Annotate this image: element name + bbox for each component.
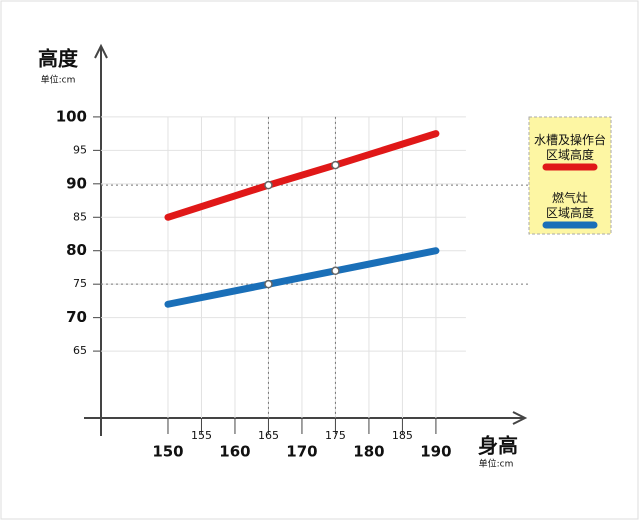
y-tick-label: 75 <box>73 277 87 290</box>
legend-label: 燃气灶区域高度 <box>546 190 594 220</box>
x-arrow <box>512 411 528 425</box>
y-unit: 单位:cm <box>41 74 76 86</box>
x-tick-label: 175 <box>325 429 346 442</box>
x-tick-label: 185 <box>392 429 413 442</box>
y-tick-label: 90 <box>66 174 87 192</box>
y-arrow <box>94 43 108 59</box>
x-tick-label: 160 <box>219 443 250 461</box>
line <box>164 247 440 308</box>
point-marker <box>331 266 340 276</box>
legend-label: 水槽及操作台区域高度 <box>534 132 606 162</box>
y-label: 高度 <box>38 47 79 71</box>
point-marker <box>331 160 340 170</box>
x-tick-label: 170 <box>286 443 317 461</box>
y-tick-label: 80 <box>66 241 87 259</box>
x-unit: 单位:cm <box>479 458 514 470</box>
point-marker <box>264 279 273 289</box>
y-tick-label: 70 <box>66 308 87 326</box>
line <box>164 130 440 221</box>
y-tick-label: 85 <box>73 210 87 223</box>
x-tick-label: 180 <box>353 443 384 461</box>
x-tick-label: 155 <box>191 429 212 442</box>
y-tick-label: 95 <box>73 143 87 156</box>
legend-box <box>528 116 612 235</box>
y-tick-label: 65 <box>73 344 87 357</box>
x-label: 身高 <box>478 434 518 458</box>
x-tick-label: 150 <box>152 443 183 461</box>
point-marker <box>264 180 273 190</box>
y-tick-label: 100 <box>56 107 87 125</box>
x-tick-label: 165 <box>258 429 279 442</box>
x-tick-label: 190 <box>420 443 451 461</box>
